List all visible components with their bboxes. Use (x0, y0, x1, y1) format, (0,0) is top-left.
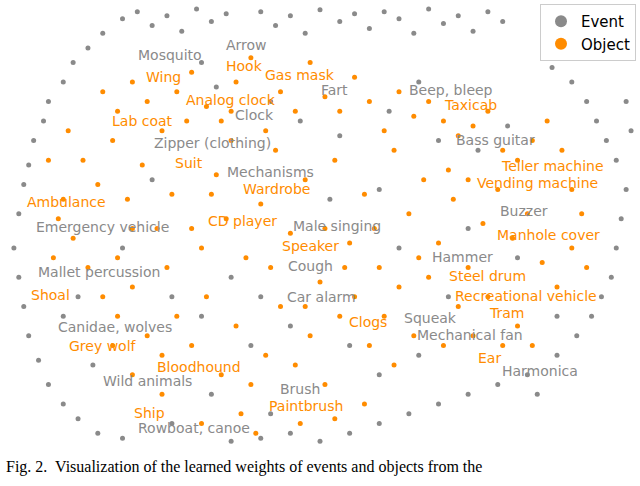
svg-text:Buzzer: Buzzer (500, 203, 548, 219)
svg-text:Wing: Wing (146, 69, 181, 85)
svg-text:Mechanical fan: Mechanical fan (417, 327, 523, 343)
svg-text:Ambulance: Ambulance (27, 194, 106, 210)
svg-text:Ear: Ear (478, 350, 501, 366)
svg-text:Paintbrush: Paintbrush (269, 398, 343, 414)
svg-text:Teller machine: Teller machine (501, 158, 604, 174)
svg-text:Grey wolf: Grey wolf (69, 338, 137, 354)
svg-text:Speaker: Speaker (282, 238, 339, 254)
svg-text:Clock: Clock (235, 107, 274, 123)
svg-text:Mallet percussion: Mallet percussion (38, 264, 160, 280)
svg-text:Male singing: Male singing (293, 218, 381, 234)
svg-text:Clogs: Clogs (349, 314, 387, 330)
svg-text:Bloodhound: Bloodhound (157, 359, 241, 375)
svg-text:Hammer: Hammer (432, 249, 493, 265)
svg-text:Brush: Brush (280, 381, 320, 397)
svg-text:Suit: Suit (175, 155, 203, 171)
svg-text:Lab coat: Lab coat (112, 113, 173, 129)
svg-text:Harmonica: Harmonica (502, 363, 578, 379)
svg-text:Arrow: Arrow (226, 37, 267, 53)
svg-text:Analog clock: Analog clock (186, 92, 276, 108)
svg-text:Emergency vehicle: Emergency vehicle (36, 219, 169, 235)
svg-text:Vending machine: Vending machine (477, 175, 598, 191)
svg-text:Taxicab: Taxicab (444, 97, 497, 113)
svg-text:Ship: Ship (134, 405, 165, 421)
svg-text:Mechanisms: Mechanisms (227, 164, 314, 180)
svg-text:Wild animals: Wild animals (103, 373, 192, 389)
svg-text:Gas mask: Gas mask (265, 67, 335, 83)
svg-text:Mosquito: Mosquito (138, 47, 202, 63)
svg-text:Shoal: Shoal (31, 287, 70, 303)
svg-text:Wardrobe: Wardrobe (243, 181, 310, 197)
svg-text:Tram: Tram (489, 305, 524, 321)
svg-text:Canidae, wolves: Canidae, wolves (58, 319, 172, 335)
svg-text:Cough: Cough (288, 258, 333, 274)
svg-text:Hook: Hook (226, 58, 263, 74)
svg-text:Beep, bleep: Beep, bleep (409, 82, 493, 98)
svg-text:CD player: CD player (208, 213, 277, 229)
svg-text:Event: Event (581, 13, 624, 31)
svg-text:Squeak: Squeak (404, 310, 457, 326)
svg-text:Object: Object (581, 36, 630, 54)
svg-text:Rowboat, canoe: Rowboat, canoe (138, 420, 250, 436)
svg-text:Fart: Fart (321, 82, 348, 98)
svg-text:Fig. 2. Visualization of the: Fig. 2. Visualization of the learned wei… (6, 458, 482, 476)
svg-text:Recreational vehicle: Recreational vehicle (455, 288, 597, 304)
svg-text:Steel drum: Steel drum (449, 268, 526, 284)
svg-text:Zipper (clothing): Zipper (clothing) (154, 135, 271, 151)
svg-text:Car alarm: Car alarm (287, 289, 356, 305)
svg-text:Manhole cover: Manhole cover (497, 227, 600, 243)
svg-text:Bass guitar: Bass guitar (456, 132, 535, 148)
